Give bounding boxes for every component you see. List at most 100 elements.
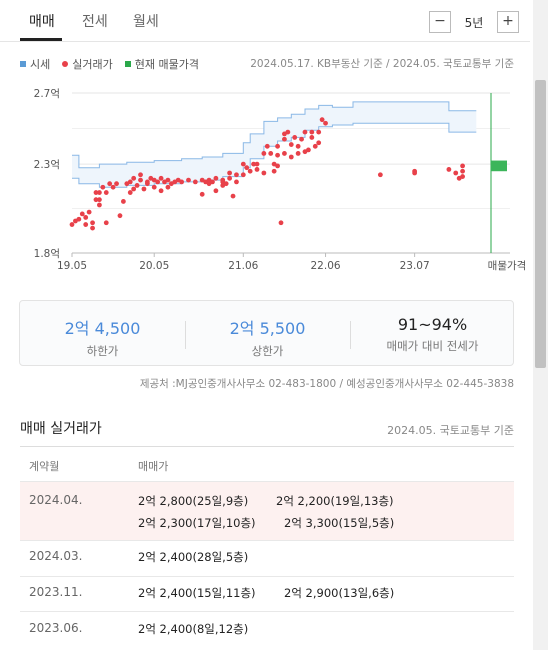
x-tick-label: 21.06 bbox=[228, 260, 258, 272]
deal-point bbox=[165, 177, 171, 183]
deal-point bbox=[186, 177, 191, 183]
table-row: 2024.04. 2억 2,800(25일,9층) 2억 2,200(19일,1… bbox=[20, 481, 514, 540]
deal-point bbox=[223, 181, 229, 187]
row-month: 2024.03. bbox=[29, 549, 83, 563]
legend-dot-icon bbox=[62, 61, 69, 67]
deal-point bbox=[261, 170, 267, 176]
deal-point bbox=[144, 179, 150, 185]
deal-point bbox=[254, 161, 260, 167]
divider bbox=[350, 321, 351, 349]
deal-point bbox=[299, 136, 304, 142]
column-header-price: 매매가 bbox=[138, 460, 169, 473]
deal-point bbox=[83, 215, 89, 220]
summary-label: 상한가 bbox=[251, 344, 284, 358]
deal-point bbox=[446, 167, 452, 172]
deal-point bbox=[151, 184, 157, 190]
deal-point bbox=[460, 168, 465, 174]
deal-point bbox=[254, 167, 260, 172]
legend-square-icon bbox=[20, 61, 26, 67]
deal-point bbox=[83, 222, 89, 227]
deal-point bbox=[234, 179, 239, 185]
tab-monthly-rent[interactable]: 월세 bbox=[133, 14, 159, 30]
deal-point bbox=[288, 142, 294, 147]
divider bbox=[185, 321, 186, 349]
scrollbar-thumb[interactable] bbox=[535, 80, 546, 368]
tab-jeonse[interactable]: 전세 bbox=[82, 14, 108, 30]
summary-upper-price: 2억 5,500 상한가 bbox=[185, 301, 350, 367]
deal-point bbox=[227, 175, 233, 181]
deal-point bbox=[264, 143, 270, 149]
deal-point bbox=[120, 199, 126, 204]
deal-point bbox=[93, 190, 99, 195]
deal-point bbox=[93, 197, 99, 203]
deal-point bbox=[220, 177, 226, 183]
section-divider bbox=[20, 446, 514, 447]
deal-point bbox=[230, 193, 236, 199]
deal-point bbox=[271, 168, 277, 174]
deal-point bbox=[117, 213, 123, 219]
x-tick-label: 20.05 bbox=[139, 260, 169, 272]
deal-entry: 2억 3,300(15일,5층) bbox=[284, 516, 395, 530]
period-decrease-button[interactable]: − bbox=[429, 11, 451, 33]
deal-entry: 2억 2,300(17일,10층) bbox=[138, 516, 256, 530]
period-value: 5년 bbox=[464, 15, 484, 30]
summary-value: 2억 5,500 bbox=[229, 319, 306, 338]
deal-point bbox=[158, 175, 164, 181]
tab-sale[interactable]: 매매 bbox=[29, 14, 55, 30]
deal-point bbox=[275, 152, 280, 158]
legend-label: 실거래가 bbox=[72, 58, 113, 71]
market-price-band bbox=[72, 101, 477, 188]
deal-point bbox=[295, 151, 301, 156]
deal-point bbox=[309, 135, 315, 140]
y-tick-label: 1.8억 bbox=[34, 248, 60, 260]
deal-point bbox=[97, 202, 102, 208]
deal-point bbox=[288, 154, 294, 160]
deal-point bbox=[285, 129, 291, 135]
deal-point bbox=[97, 190, 102, 195]
deal-point bbox=[282, 136, 287, 142]
deal-point bbox=[460, 174, 465, 179]
deal-point bbox=[247, 168, 253, 174]
legend-square-icon bbox=[124, 61, 131, 67]
deal-point bbox=[460, 163, 465, 169]
deal-point bbox=[292, 135, 298, 140]
section-source: 2024.05. 국토교통부 기준 bbox=[387, 424, 514, 437]
column-header-month: 계약월 bbox=[29, 460, 60, 473]
summary-value: 2억 4,500 bbox=[64, 319, 141, 338]
deal-point bbox=[240, 161, 246, 167]
legend-label: 시세 bbox=[30, 58, 51, 71]
x-tick-label: 22.06 bbox=[311, 260, 341, 272]
x-tick-label: 23.07 bbox=[400, 260, 430, 272]
market-upper-line bbox=[72, 101, 477, 169]
x-tick-label: 19.05 bbox=[57, 260, 87, 272]
scrollbar[interactable] bbox=[533, 0, 548, 650]
deal-point bbox=[323, 120, 328, 126]
period-increase-button[interactable]: + bbox=[497, 11, 519, 33]
deal-point bbox=[377, 172, 383, 178]
deal-point bbox=[76, 216, 82, 222]
deal-point bbox=[210, 179, 215, 185]
deal-point bbox=[261, 151, 267, 156]
deal-point bbox=[86, 209, 92, 215]
deal-point bbox=[127, 179, 133, 185]
y-tick-label: 2.3억 bbox=[34, 159, 60, 171]
deal-point bbox=[110, 184, 116, 190]
deal-point bbox=[138, 172, 143, 178]
deal-point bbox=[134, 183, 140, 188]
legend-actual-deal: 실거래가 bbox=[62, 56, 113, 72]
row-month: 2023.06. bbox=[29, 621, 83, 635]
deal-point bbox=[141, 186, 147, 192]
deal-point bbox=[316, 129, 322, 135]
deal-point bbox=[295, 143, 301, 149]
deal-point bbox=[251, 161, 256, 167]
deal-point bbox=[453, 170, 459, 176]
deal-entry: 2억 2,400(28일,5층) bbox=[138, 550, 249, 564]
deal-entry: 2억 2,400(8일,12층) bbox=[138, 622, 249, 636]
deal-point bbox=[165, 184, 171, 190]
legend-label: 현재 매물가격 bbox=[134, 58, 199, 71]
period-selector: − 5년 + bbox=[429, 11, 519, 33]
summary-ratio: 91~94% 매매가 대비 전세가 bbox=[350, 301, 515, 367]
deal-point bbox=[158, 188, 164, 194]
deal-point bbox=[309, 129, 315, 135]
summary-value: 91~94% bbox=[397, 315, 468, 334]
